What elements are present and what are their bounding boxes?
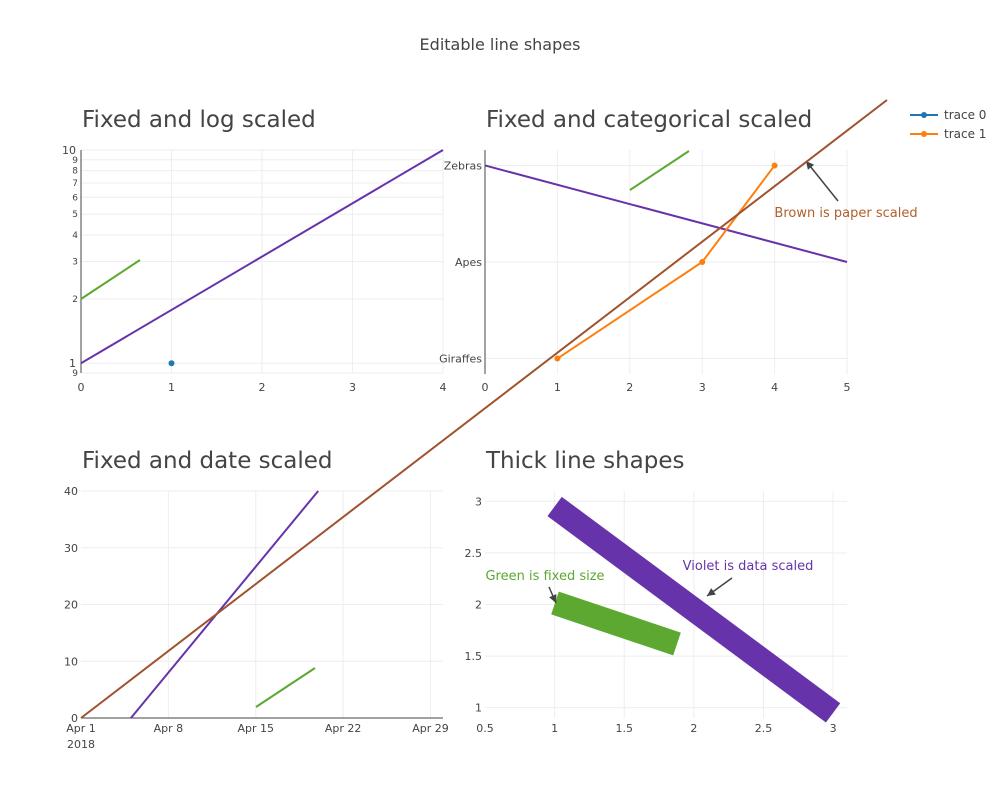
plot2-y-tick-label: Apes (455, 256, 482, 269)
plot4-green-thick-line (551, 591, 681, 656)
plot1-grid (81, 149, 444, 374)
plot3-x-tick-label: Apr 1 (66, 722, 96, 735)
plot4-annotation-green-arrow-head (549, 594, 557, 603)
plot1-y-tick-label: 1 (69, 357, 76, 370)
plot4-x-tick-label: 1 (551, 722, 558, 735)
plot2-y-tick-label: Zebras (444, 159, 483, 172)
main-title: Editable line shapes (420, 35, 581, 54)
legend-item-label: trace 0 (944, 108, 986, 122)
plot4-annotation-green-arrow (548, 586, 557, 604)
plot1-trace0-point (168, 360, 175, 367)
plot1-y-minor-tick-label: 2 (72, 295, 78, 305)
plot4-y-tick-label: 2 (475, 599, 482, 612)
plot4-x-tick-label: 2.5 (755, 722, 773, 735)
plot4-title: Thick line shapes (485, 448, 685, 474)
plot4-y-tick-label: 1 (475, 702, 482, 715)
plot2-x-tick-label: 5 (844, 381, 851, 394)
plot4-x-tick-label: 3 (830, 722, 837, 735)
plot4-annotation-violet: Violet is data scaled (683, 559, 814, 574)
plot1-y-minor-tick-label: 3 (72, 258, 78, 268)
plot1-y-minor-tick-label: 4 (72, 231, 78, 241)
plot2-x-tick-label: 0 (482, 381, 489, 394)
plot1-y-minor-tick-label: 7 (72, 179, 78, 189)
plot2-trace1-point (771, 162, 778, 169)
plot3-y-tick-label: 40 (64, 485, 78, 498)
plot1-x-tick-label: 4 (440, 381, 447, 394)
plot4-x-tick-label: 1.5 (615, 722, 633, 735)
plot1-x-tick-label: 3 (349, 381, 356, 394)
plot2-y-tick-label: Giraffes (439, 353, 482, 366)
plot4-x-tick-label: 2 (690, 722, 697, 735)
plot4-x-tick-label: 0.5 (476, 722, 494, 735)
plot3-y-tick-label: 30 (64, 542, 78, 555)
plot1-y-minor-tick-label: 8 (72, 167, 78, 177)
plot2-trace1-point (699, 259, 706, 265)
legend-swatch-marker (921, 131, 927, 137)
plot1-x-tick-label: 1 (168, 381, 175, 394)
legend-item-label: trace 1 (944, 127, 986, 141)
plot2-violet-line (484, 164, 848, 263)
plot2-annotation-arrow (805, 160, 839, 202)
legend: trace 0 trace 1 (910, 108, 986, 141)
plot3-y-tick-label: 0 (71, 712, 78, 725)
plot1-y-minor-tick-label: 6 (72, 193, 78, 203)
plot2-grid (485, 150, 848, 374)
plot2-x-tick-label: 3 (699, 381, 706, 394)
plot4-violet-thick-line (547, 496, 841, 723)
plot3-x-tick-label: Apr 29 (412, 722, 449, 735)
plot3-y-tick-label: 10 (64, 655, 78, 668)
plot3-x-tick-label: Apr 8 (154, 722, 184, 735)
plot3-x-tick-label: Apr 22 (325, 722, 362, 735)
plot1-x-tick-label: 2 (259, 381, 266, 394)
plot4-annotation-violet-arrow-head (707, 588, 716, 596)
plot3-x-year-label: 2018 (67, 738, 95, 751)
plot2-x-tick-label: 4 (771, 381, 778, 394)
plot1-y-minor-tick-label: 9 (72, 156, 78, 166)
paper-brown-line (80, 99, 888, 719)
plot3-x-tick-label: Apr 15 (237, 722, 274, 735)
plot3-y-tick-label: 20 (64, 599, 78, 612)
legend-swatch-marker (921, 112, 927, 118)
plot1-violet-line (80, 149, 444, 365)
plot1-x-tick-label: 0 (78, 381, 85, 394)
plot2-trace1-point (554, 355, 561, 362)
plot4-y-tick-label: 3 (475, 495, 482, 508)
plot4-grid (485, 491, 847, 718)
plot1-green-fixed-line (80, 259, 141, 300)
plot4-y-tick-label: 2.5 (465, 547, 483, 560)
plot2-title: Fixed and categorical scaled (486, 107, 812, 133)
plot3-title: Fixed and date scaled (82, 448, 333, 474)
plot2-green-fixed-line (629, 150, 690, 191)
plot2-annotation-arrow-shaft (805, 160, 839, 202)
plot3-violet-line (130, 490, 319, 719)
plot3-grid (81, 490, 443, 718)
plot1-y-minor-tick-label: 5 (72, 210, 78, 220)
plot3-green-fixed-line (255, 667, 316, 708)
plot4-y-tick-label: 1.5 (465, 650, 483, 663)
plot1-title: Fixed and log scaled (82, 107, 316, 133)
plot2-x-tick-label: 2 (626, 381, 633, 394)
plot2-annotation-arrow-head (806, 161, 815, 170)
plot2-x-tick-label: 1 (554, 381, 561, 394)
plot4-annotation-green: Green is fixed size (485, 569, 604, 584)
plot4-annotation-violet-arrow (706, 577, 733, 597)
plot1-y-minor-tick-label: 9 (72, 369, 78, 379)
plot2-annotation-brown: Brown is paper scaled (774, 206, 917, 221)
plot1-y-tick-label: 10 (62, 144, 76, 157)
